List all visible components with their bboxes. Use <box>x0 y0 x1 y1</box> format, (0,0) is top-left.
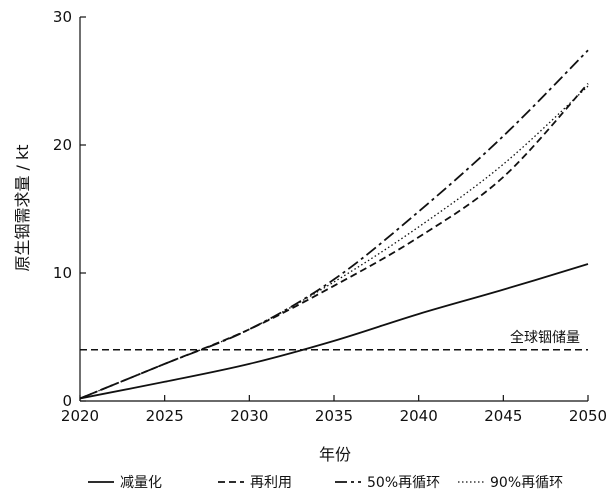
legend: 减量化 再利用 50%再循环 90%再循环 <box>88 475 563 491</box>
series-line-3 <box>79 85 589 400</box>
x-axis-title: 年份 <box>319 445 351 464</box>
reserve-annotation: 全球铟储量 <box>510 329 580 346</box>
x-tick-label: 2040 <box>400 407 438 425</box>
y-tick-label: 30 <box>53 8 72 26</box>
series-line-0 <box>79 263 589 400</box>
legend-label-3: 90%再循环 <box>490 475 563 491</box>
y-tick-label: 0 <box>62 392 72 410</box>
y-tick-label: 10 <box>53 264 72 282</box>
x-tick-label: 2035 <box>315 407 353 425</box>
legend-label-0: 减量化 <box>120 475 162 491</box>
x-tick-label: 2045 <box>484 407 522 425</box>
x-tick-label: 2050 <box>569 407 607 425</box>
x-tick-label: 2025 <box>146 407 184 425</box>
x-tick-label: 2020 <box>61 407 99 425</box>
series-line-1 <box>79 82 589 400</box>
plot-lines <box>79 49 589 400</box>
legend-label-2: 50%再循环 <box>367 475 440 491</box>
series-line-2 <box>79 49 589 400</box>
x-tick-label: 2030 <box>230 407 268 425</box>
legend-label-1: 再利用 <box>250 475 292 491</box>
y-tick-label: 20 <box>53 136 72 154</box>
y-axis-title: 原生铟需求量 / kt <box>13 144 32 271</box>
